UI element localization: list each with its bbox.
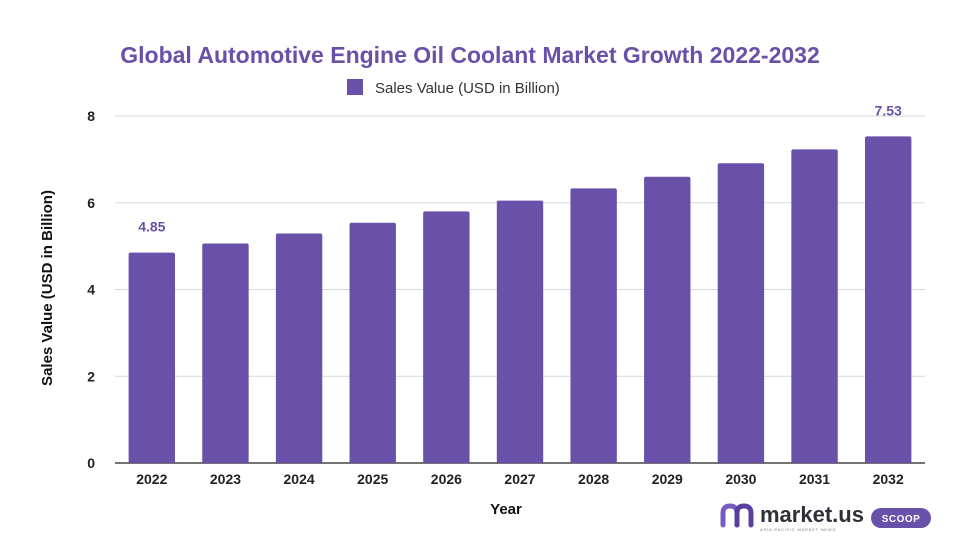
brand-name: market.us	[760, 502, 864, 527]
bar-2029	[644, 176, 691, 463]
x-tick-label: 2032	[873, 471, 904, 487]
market-us-logo-icon	[720, 503, 754, 528]
bar-2024	[275, 233, 323, 463]
x-tick-label: 2024	[284, 471, 315, 487]
data-labels: 4.85 7.53	[138, 102, 902, 234]
bar-2022	[128, 252, 176, 463]
data-label: 4.85	[138, 219, 165, 235]
x-tick-label: 2030	[725, 471, 756, 487]
bar-2025	[349, 222, 396, 463]
y-axis-title: Sales Value (USD in Billion)	[39, 190, 56, 386]
y-tick-label: 0	[87, 455, 95, 471]
bar-2031	[791, 149, 838, 463]
x-tick-label: 2027	[504, 471, 535, 487]
x-tick-label: 2029	[652, 471, 683, 487]
y-tick-label: 6	[87, 195, 95, 211]
brand-badge	[871, 508, 931, 528]
brand-badge-text: SCOOP	[882, 514, 921, 525]
bar-2030	[717, 163, 765, 463]
legend-swatch	[347, 79, 363, 95]
data-label: 7.53	[875, 102, 902, 118]
x-tick-label: 2022	[136, 471, 167, 487]
market-us-logo: market.us SCOOP ASIA-PACIFIC MARKET NEWS	[720, 502, 931, 532]
bar-2028	[570, 188, 617, 463]
bar-2023	[202, 243, 249, 463]
bars	[128, 136, 912, 464]
x-axis-title: Year	[490, 501, 522, 518]
y-tick-label: 2	[87, 368, 95, 384]
legend: Sales Value (USD in Billion)	[347, 79, 560, 97]
brand-tagline: ASIA-PACIFIC MARKET NEWS	[760, 527, 836, 532]
bar-2026	[423, 211, 470, 463]
x-tick-label: 2031	[799, 471, 830, 487]
bar-2032	[864, 136, 912, 464]
y-axis-ticks: 0 2 4 6 8	[87, 108, 95, 471]
x-axis-ticks: 2022 2023 2024 2025 2026 2027 2028 2029 2030 2031…	[136, 471, 904, 487]
x-tick-label: 2026	[431, 471, 462, 487]
legend-label: Sales Value (USD in Billion)	[375, 80, 560, 97]
y-tick-label: 8	[87, 108, 95, 124]
y-tick-label: 4	[87, 282, 95, 298]
x-tick-label: 2023	[210, 471, 241, 487]
bar-2027	[496, 200, 544, 464]
chart-title: Global Automotive Engine Oil Coolant Mar…	[120, 42, 820, 68]
x-tick-label: 2028	[578, 471, 609, 487]
x-tick-label: 2025	[357, 471, 388, 487]
